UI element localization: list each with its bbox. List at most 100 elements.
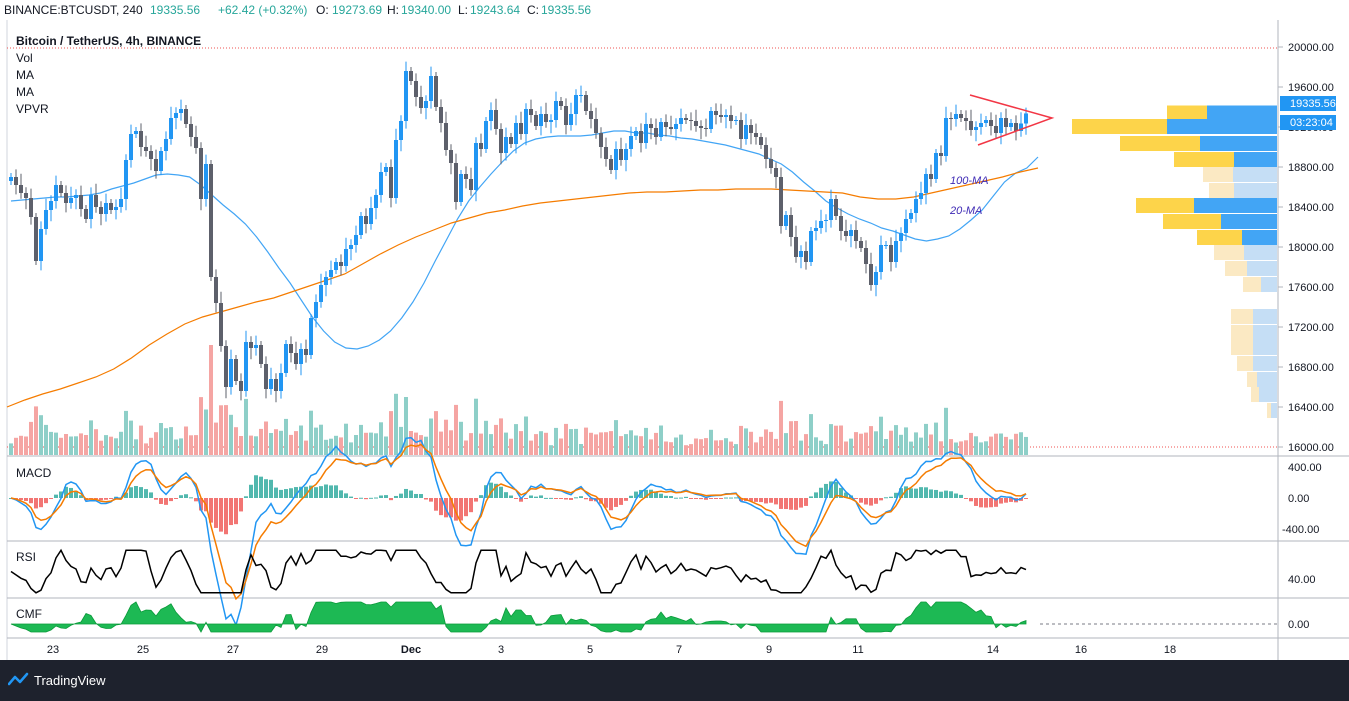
volume-bar — [269, 433, 273, 455]
candle-body — [579, 95, 583, 96]
price-axis[interactable]: 20000.0019600.0019200.0018800.0018400.00… — [1278, 42, 1334, 631]
vp-sell-bar — [1253, 309, 1277, 324]
triangle-pattern[interactable] — [969, 94, 1055, 146]
candle-body — [529, 109, 533, 115]
volume-bar — [924, 423, 928, 455]
volume-bar — [189, 435, 193, 455]
volume-bar — [749, 431, 753, 455]
candle-body — [644, 124, 648, 143]
volume-bar — [39, 415, 43, 455]
volume-bar — [679, 434, 683, 455]
macd-histogram-bar — [909, 488, 913, 498]
candlesticks — [9, 61, 1028, 403]
candle-body — [174, 113, 178, 118]
symbol-label[interactable]: BINANCE:BTCUSDT, 240 — [4, 3, 143, 17]
candle-body — [464, 174, 468, 179]
vp-buy-bar — [1231, 309, 1253, 324]
volume-bar — [489, 434, 493, 455]
volume-bar — [509, 438, 513, 455]
macd-histogram-bar — [574, 497, 578, 499]
chart-canvas[interactable]: 20000.0019600.0019200.0018800.0018400.00… — [0, 20, 1349, 660]
legend-vpvr[interactable]: VPVR — [16, 102, 49, 116]
volume-bar — [1004, 436, 1008, 455]
open-label: O: — [316, 3, 329, 17]
volume-bar — [59, 437, 63, 455]
legend-ma-2[interactable]: MA — [16, 85, 34, 99]
macd-histogram-bar — [679, 497, 683, 499]
volume-bar — [119, 431, 123, 455]
macd-histogram-bar — [224, 498, 228, 535]
volume-bar — [794, 421, 798, 455]
volume-bar — [64, 434, 68, 455]
candle-body — [439, 107, 443, 123]
macd-line[interactable] — [10, 436, 1027, 628]
cmf-label[interactable]: CMF — [16, 607, 42, 621]
triangle-lines[interactable] — [969, 94, 1055, 146]
candle-body — [604, 147, 608, 159]
high-value: 19340.00 — [401, 3, 452, 17]
candle-body — [449, 150, 453, 163]
macd-histogram-bar — [639, 489, 643, 498]
brand-name[interactable]: TradingView — [34, 673, 106, 688]
candle-body — [664, 122, 668, 127]
vp-sell-bar — [1253, 340, 1277, 355]
legend-ma-1[interactable]: MA — [16, 68, 34, 82]
volume-bar — [309, 410, 313, 455]
macd-histogram-bar — [799, 498, 803, 508]
macd-histogram-bar — [194, 498, 198, 502]
time-tick-label: 27 — [227, 644, 239, 656]
macd-histogram-bar — [189, 497, 193, 499]
volume-bar — [859, 433, 863, 455]
symbol-header: BINANCE:BTCUSDT, 240 19335.56 +62.42 (+0… — [0, 0, 1349, 20]
vp-sell-bar — [1200, 136, 1277, 151]
candle-body — [719, 115, 723, 117]
ma20-line[interactable] — [10, 130, 1039, 350]
macd-histogram-bar — [714, 498, 718, 499]
time-axis[interactable]: 23 25 27 29 Dec 3 5 7 9 11 14 16 18 — [47, 644, 1176, 656]
volume-bar — [569, 429, 573, 455]
macd-histogram-bar — [984, 498, 988, 508]
vp-sell-bar — [1221, 214, 1277, 229]
candle-body — [179, 109, 183, 113]
macd-histogram-bar — [929, 489, 933, 498]
macd-histogram-bar — [264, 479, 268, 498]
macd-histogram-bar — [289, 488, 293, 498]
vp-sell-bar — [1244, 245, 1277, 260]
volume-bar — [134, 439, 138, 455]
ma100-annotation: 100-MA — [950, 175, 989, 187]
volume-bar — [69, 436, 73, 455]
rsi-label[interactable]: RSI — [16, 550, 36, 564]
volume-bar — [844, 441, 848, 455]
candle-body — [914, 199, 918, 213]
volume-bar — [474, 398, 478, 455]
price-change: +62.42 (+0.32%) — [218, 3, 308, 17]
macd-histogram-bar — [734, 497, 738, 499]
volume-bar — [369, 432, 373, 455]
volume-bar — [789, 421, 793, 455]
macd-histogram-bar — [24, 498, 28, 501]
volume-bar — [754, 442, 758, 455]
volume-bar — [1019, 432, 1023, 455]
macd-histogram-bar — [969, 498, 973, 502]
tradingview-logo-icon[interactable] — [8, 672, 30, 688]
volume-bar — [354, 435, 358, 455]
legend-vol[interactable]: Vol — [16, 51, 33, 65]
macd-histogram-bar — [249, 484, 253, 498]
rsi-line[interactable] — [10, 548, 1027, 594]
volume-bar — [209, 345, 213, 455]
volume-bar — [259, 428, 263, 455]
candle-body — [484, 121, 488, 149]
candle-body — [419, 97, 423, 108]
candle-body — [59, 185, 63, 193]
macd-histogram-bar — [234, 498, 238, 525]
volume-bar — [524, 416, 528, 455]
ma100-line[interactable] — [6, 167, 1039, 408]
candle-body — [614, 149, 618, 170]
candle-body — [979, 123, 983, 127]
macd-signal-line[interactable] — [10, 443, 1027, 601]
volume-bar — [529, 440, 533, 455]
macd-label[interactable]: MACD — [16, 466, 52, 480]
volume-bar — [814, 437, 818, 455]
volume-bar — [184, 426, 188, 455]
time-tick-label: 9 — [766, 644, 772, 656]
